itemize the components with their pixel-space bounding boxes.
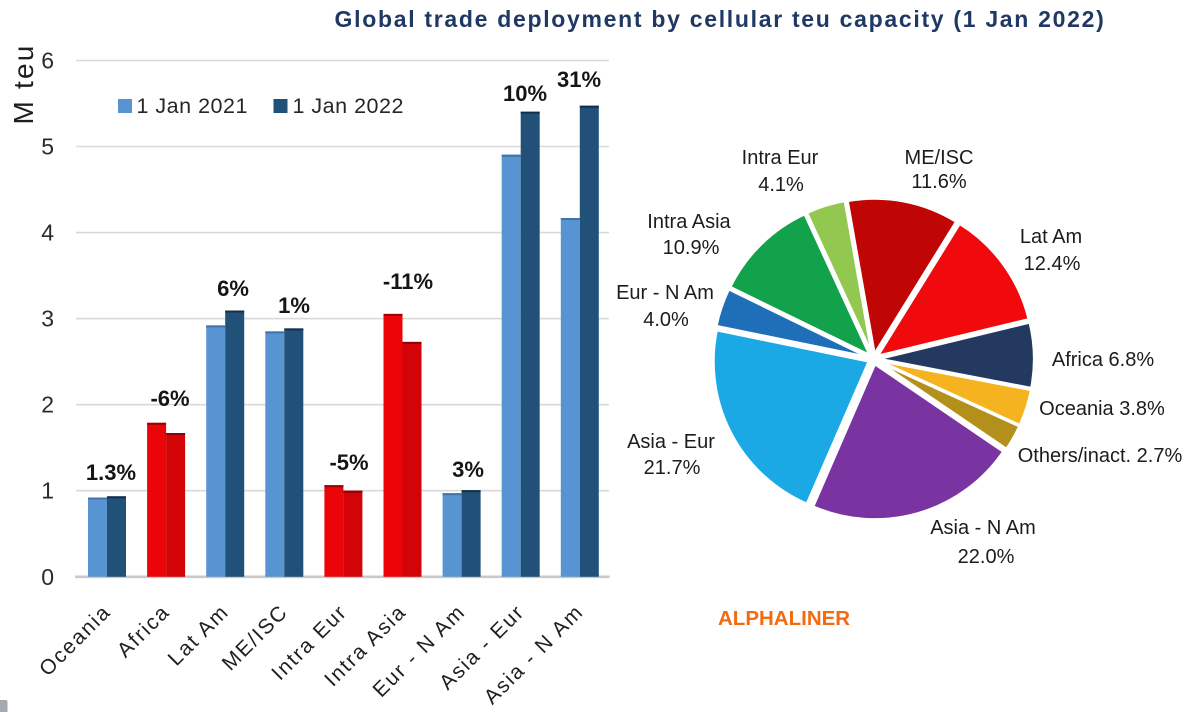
svg-text:4.0%: 4.0% [643,309,689,331]
svg-text:M teu: M teu [8,43,39,124]
svg-text:1 Jan 2022: 1 Jan 2022 [293,94,404,118]
svg-text:-11%: -11% [383,269,433,294]
svg-text:10.9%: 10.9% [663,237,720,259]
svg-text:Global trade deployment by cel: Global trade deployment by cellular teu … [335,6,1106,32]
svg-text:5: 5 [41,134,54,160]
svg-text:Intra Eur: Intra Eur [742,147,819,169]
svg-text:2: 2 [41,392,54,418]
svg-text:ALPHALINER: ALPHALINER [718,607,850,630]
svg-text:Africa 6.8%: Africa 6.8% [1052,349,1154,371]
svg-text:12.4%: 12.4% [1024,253,1081,275]
svg-text:3: 3 [41,306,54,332]
svg-text:ME/ISC: ME/ISC [905,147,974,169]
svg-text:Others/inact. 2.7%: Others/inact. 2.7% [1018,445,1183,467]
svg-text:-5%: -5% [329,450,368,475]
svg-text:1.3%: 1.3% [86,460,136,485]
svg-text:Lat Am: Lat Am [1020,226,1082,248]
svg-text:1: 1 [41,478,54,504]
svg-text:31%: 31% [557,67,601,92]
svg-text:Eur - N Am: Eur - N Am [616,282,714,304]
svg-text:0: 0 [41,564,54,590]
svg-text:1%: 1% [278,293,310,318]
svg-text:3%: 3% [452,457,484,482]
svg-text:Intra Asia: Intra Asia [647,211,731,233]
svg-text:21.7%: 21.7% [644,457,701,479]
svg-text:10%: 10% [503,81,547,106]
svg-text:Asia - N Am: Asia - N Am [930,517,1036,539]
svg-text:6%: 6% [217,276,249,301]
svg-text:-6%: -6% [150,386,189,411]
svg-text:Asia - Eur: Asia - Eur [627,431,715,453]
svg-text:11.6%: 11.6% [911,171,966,193]
svg-text:Oceania 3.8%: Oceania 3.8% [1039,398,1165,420]
svg-text:4: 4 [41,220,54,246]
svg-text:6: 6 [41,48,54,74]
svg-text:22.0%: 22.0% [958,546,1015,568]
svg-text:4.1%: 4.1% [758,174,804,196]
svg-text:1 Jan 2021: 1 Jan 2021 [137,94,248,118]
svg-text:Oceania: Oceania [35,600,115,680]
